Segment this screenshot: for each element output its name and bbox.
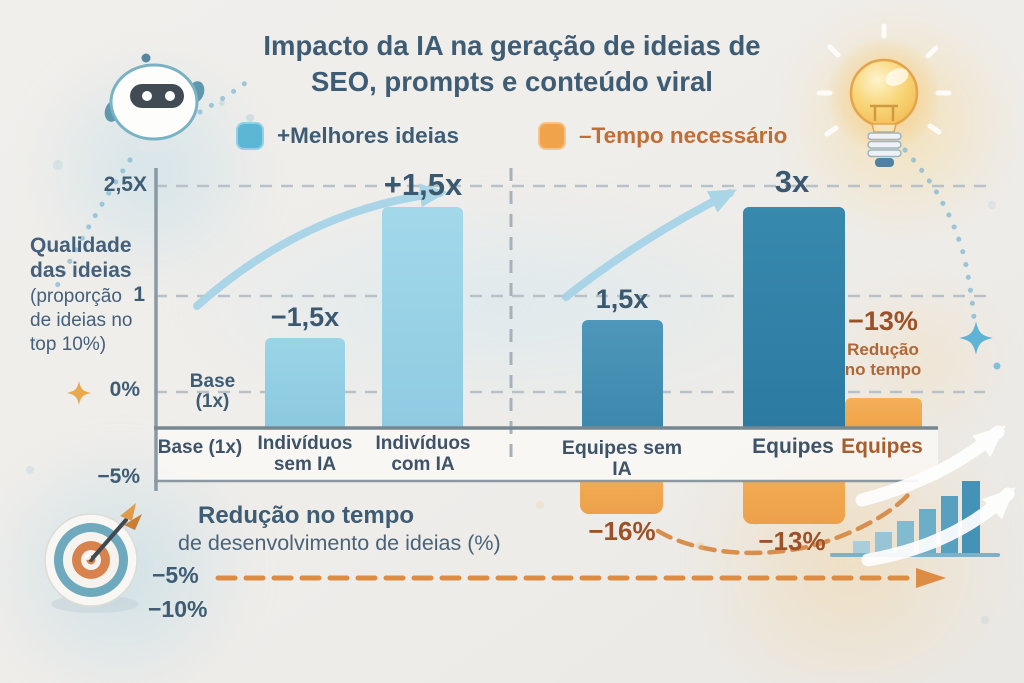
category-line: com IA [391, 454, 455, 475]
category-line: Indivíduos [257, 433, 353, 454]
y-axis-title-line: Qualidade [30, 234, 132, 257]
y-axis-subtitle-line: de ideias no [30, 310, 133, 331]
category-teams-without-ai: Equipes sem IA [561, 437, 683, 480]
y-tick-2-5x: 2,5X [103, 173, 147, 196]
category-line: Indivíduos [375, 433, 471, 454]
time-tick-minus10: −10% [148, 596, 208, 622]
time-axis-heading: Redução no tempo [198, 502, 415, 529]
bar-teams-without-ai [582, 320, 663, 428]
value-label-individuals-with-ai: +1,5x [383, 167, 463, 202]
y-axis-title: Qualidade das ideias [30, 233, 165, 283]
callout-value: −13% [848, 306, 918, 336]
sparkle-blue-icon [959, 321, 993, 355]
title-line-1: Impacto da IA na geração de ideias de [263, 30, 761, 61]
category-individuals-without-ai: Indivíduos sem IA [253, 433, 357, 475]
target-dart-icon [44, 503, 142, 613]
baseline-note: Base (1x) [175, 372, 250, 412]
lightbulb-icon [816, 23, 952, 167]
value-label-individuals-without-ai: −1,5x [270, 302, 340, 332]
bar-individuals-without-ai [265, 338, 345, 428]
category-band [156, 429, 938, 480]
bar-teams-time-small [845, 398, 922, 428]
y-tick-0: 0% [109, 378, 140, 401]
y-axis-subtitle: (proporção de ideias no top 10%) [30, 285, 165, 357]
time-label-teams-without-ai: −16% [588, 516, 656, 546]
sparkle-dot [993, 362, 1001, 370]
legend-item-time-needed: –Tempo necessário [538, 122, 787, 150]
callout-note: Redução no tempo [830, 340, 936, 380]
time-axis-subheading: de desenvolvimento de ideias (%) [178, 531, 501, 555]
category-teams-time: Equipes [841, 435, 923, 458]
bar-time-reduction-teams-without-ai [580, 481, 663, 514]
y-axis-subtitle-line: top 10%) [30, 334, 107, 355]
value-label-teams-without-ai: 1,5x [595, 284, 649, 314]
baseline-note-line: Base [189, 371, 236, 392]
legend-swatch-blue [236, 122, 264, 150]
value-label-teams-with-ai: 3x [774, 164, 810, 199]
category-line: sem IA [273, 454, 337, 475]
y-tick-1: 1 [133, 283, 145, 306]
legend-label: –Tempo necessário [579, 123, 788, 148]
y-axis-title-line: das ideias [30, 259, 132, 282]
title-line-2: SEO, prompts e conteúdo viral [311, 66, 713, 98]
category-base: Base (1x) [157, 437, 243, 458]
y-axis-subtitle-line: (proporção [30, 286, 122, 307]
time-axis-arrow [215, 568, 946, 588]
robot-icon [104, 53, 205, 152]
baseline-note-line: (1x) [195, 391, 230, 412]
trend-arrow-teams [562, 189, 738, 301]
bar-individuals-with-ai [382, 207, 463, 428]
callout-note-line: no tempo [844, 360, 922, 379]
ascending-bar-chart-icon [830, 481, 1000, 557]
time-label-teams-with-ai: −13% [758, 526, 826, 556]
time-tick-minus5: −5% [152, 562, 199, 588]
legend-swatch-orange [538, 122, 566, 150]
watercolor-wash [780, 0, 1020, 240]
legend-label: +Melhores ideias [277, 123, 459, 148]
bar-time-reduction-teams [743, 481, 845, 524]
legend-item-better-ideas: +Melhores ideias [236, 122, 459, 150]
category-individuals-with-ai: Indivíduos com IA [371, 433, 475, 475]
callout-note-line: Redução [847, 340, 919, 359]
y-tick-minus5: −5% [97, 465, 140, 488]
time-reduction-callout: −13% Redução no tempo [830, 306, 936, 380]
page-title: Impacto da IA na geração de ideias de SE… [212, 28, 812, 101]
dotted-trail-bulb [902, 147, 977, 321]
category-teams-with-ai: Equipes [752, 435, 834, 458]
